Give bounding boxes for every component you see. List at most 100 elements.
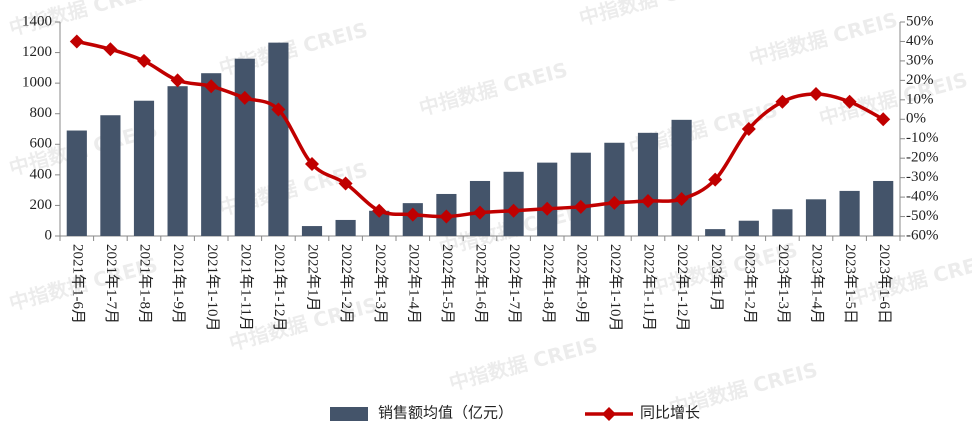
x-tick-label: 2022年1-10月 xyxy=(607,244,624,332)
line-marker xyxy=(607,195,622,210)
watermark: 中指数据 CREIS xyxy=(847,247,972,310)
line-marker xyxy=(103,42,118,57)
bar xyxy=(268,42,289,237)
x-tick-label: 2022年1-6月 xyxy=(473,244,490,324)
bar xyxy=(100,115,121,236)
line-marker xyxy=(170,73,185,88)
y2-tick-label: -60% xyxy=(906,227,939,243)
line-marker xyxy=(473,205,487,220)
x-tick-label: 2022年1-2月 xyxy=(338,244,355,324)
y2-tick-label: 20% xyxy=(906,72,934,88)
y-tick-label: 0 xyxy=(45,227,53,243)
line-marker xyxy=(271,102,286,117)
legend-swatch xyxy=(330,407,368,421)
x-tick-label: 2022年1-8月 xyxy=(540,244,557,324)
bar xyxy=(873,180,894,236)
bar xyxy=(335,219,356,236)
bar xyxy=(167,86,188,236)
x-tick-label: 2023年1-5日 xyxy=(842,244,859,324)
line-marker xyxy=(741,122,756,136)
y2-tick-label: -20% xyxy=(906,150,939,166)
y-tick-label: 1000 xyxy=(22,75,52,91)
bar xyxy=(537,162,558,236)
x-tick-label: 2022年1-7月 xyxy=(506,244,523,324)
x-tick-label: 2022年1-12月 xyxy=(674,244,691,332)
x-tick-label: 2021年1-9月 xyxy=(170,244,187,324)
bar xyxy=(201,73,222,236)
line-marker xyxy=(876,112,891,127)
x-tick-label: 2022年1月 xyxy=(305,244,322,312)
y2-tick-label: 50% xyxy=(906,13,934,29)
y-tick-label: 1400 xyxy=(22,13,52,29)
y-tick-label: 600 xyxy=(30,136,53,152)
x-tick-label: 2023年1-3月 xyxy=(775,244,792,324)
line-marker xyxy=(137,53,151,68)
y-tick-label: 400 xyxy=(30,166,53,182)
x-tick-label: 2021年1-7月 xyxy=(103,244,120,324)
x-tick-label: 2023年1-4月 xyxy=(809,244,826,324)
legend-swatch xyxy=(602,407,616,421)
y2-tick-label: 10% xyxy=(906,91,934,107)
x-tick-label: 2021年1-10月 xyxy=(204,244,221,332)
line-marker xyxy=(573,199,588,214)
x-tick-label: 2022年1-5月 xyxy=(439,244,456,324)
watermark: 中指数据 CREIS xyxy=(747,7,901,70)
bar xyxy=(369,210,390,236)
line-marker xyxy=(842,94,857,109)
y2-tick-label: 0% xyxy=(906,111,926,127)
x-tick-label: 2021年1-11月 xyxy=(237,244,254,331)
line-marker xyxy=(305,157,319,172)
line-marker xyxy=(708,172,723,187)
x-tick-label: 2022年1-4月 xyxy=(405,244,422,324)
bar xyxy=(805,199,827,236)
x-tick-label: 2021年1-12月 xyxy=(271,244,288,332)
line-marker xyxy=(674,192,689,207)
y2-tick-label: -10% xyxy=(906,130,939,146)
y2-tick-label: -40% xyxy=(906,189,939,205)
x-tick-label: 2023年1-2月 xyxy=(741,244,758,324)
bar xyxy=(637,132,659,236)
line-marker xyxy=(372,203,387,218)
line-marker xyxy=(204,79,219,94)
x-tick-label: 2021年1-8月 xyxy=(137,244,154,324)
x-tick-label: 2022年1-9月 xyxy=(573,244,590,324)
y-tick-label: 200 xyxy=(30,197,53,213)
line-marker xyxy=(506,203,521,218)
legend-label: 同比增长 xyxy=(640,404,700,421)
line-marker xyxy=(237,90,252,105)
bar xyxy=(570,152,591,236)
line-marker xyxy=(439,209,454,224)
line-marker xyxy=(540,201,555,216)
watermark: 中指数据 CREIS xyxy=(417,57,571,120)
line-marker xyxy=(775,94,790,109)
bar xyxy=(234,58,255,236)
bar xyxy=(705,229,726,236)
line-marker xyxy=(405,207,420,222)
y-tick-label: 800 xyxy=(30,105,53,121)
y2-tick-label: 40% xyxy=(906,33,934,49)
bar xyxy=(133,100,155,236)
x-tick-label: 2022年1-11月 xyxy=(641,244,658,331)
y2-tick-label: -30% xyxy=(906,169,939,185)
x-tick-label: 2021年1-6月 xyxy=(69,244,86,324)
line-marker xyxy=(809,86,823,101)
line-marker xyxy=(641,193,655,208)
legend-label: 销售额均值（亿元） xyxy=(378,404,513,421)
bar xyxy=(604,142,625,236)
line-marker xyxy=(69,34,84,49)
y2-tick-label: 30% xyxy=(906,52,934,68)
y-tick-label: 1200 xyxy=(22,44,52,60)
bar xyxy=(671,119,692,236)
watermark: 中指数据 CREIS xyxy=(577,0,731,30)
line-marker xyxy=(338,176,353,191)
x-tick-label: 2022年1-3月 xyxy=(372,244,389,324)
bar xyxy=(839,190,860,236)
bar xyxy=(301,226,323,236)
watermark: 中指数据 CREIS xyxy=(447,332,601,395)
bar xyxy=(738,220,759,236)
y2-tick-label: -50% xyxy=(906,208,939,224)
x-tick-label: 2023年1月 xyxy=(708,244,725,312)
bar xyxy=(66,130,87,236)
